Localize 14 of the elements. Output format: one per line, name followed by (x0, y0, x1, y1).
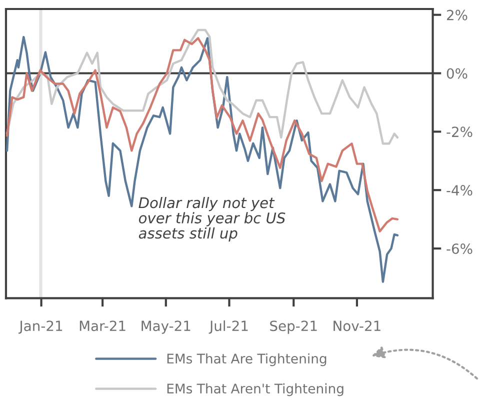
x-tick-label: Jan-21 (18, 320, 62, 334)
legend-label: EMs That Aren't Tightening (167, 383, 344, 396)
y-tick-label: -4% (446, 185, 472, 196)
x-tick-label: Sep-21 (270, 320, 317, 334)
y-tick-label: -2% (446, 126, 472, 138)
y-tick-label: 0% (446, 68, 468, 79)
x-tick-label: Nov-21 (334, 320, 380, 332)
legend-label: EMs That Are Tightening (167, 353, 326, 366)
annotation: Dollar rally not yet over this year bc US assets still up (138, 196, 286, 242)
x-tick-label: May-21 (142, 320, 190, 334)
y-tick-label: 2% (446, 10, 468, 20)
y-tick-label: -6% (446, 243, 472, 254)
x-tick-label: Jul-21 (208, 320, 248, 334)
x-tick-label: Mar-21 (80, 320, 126, 332)
